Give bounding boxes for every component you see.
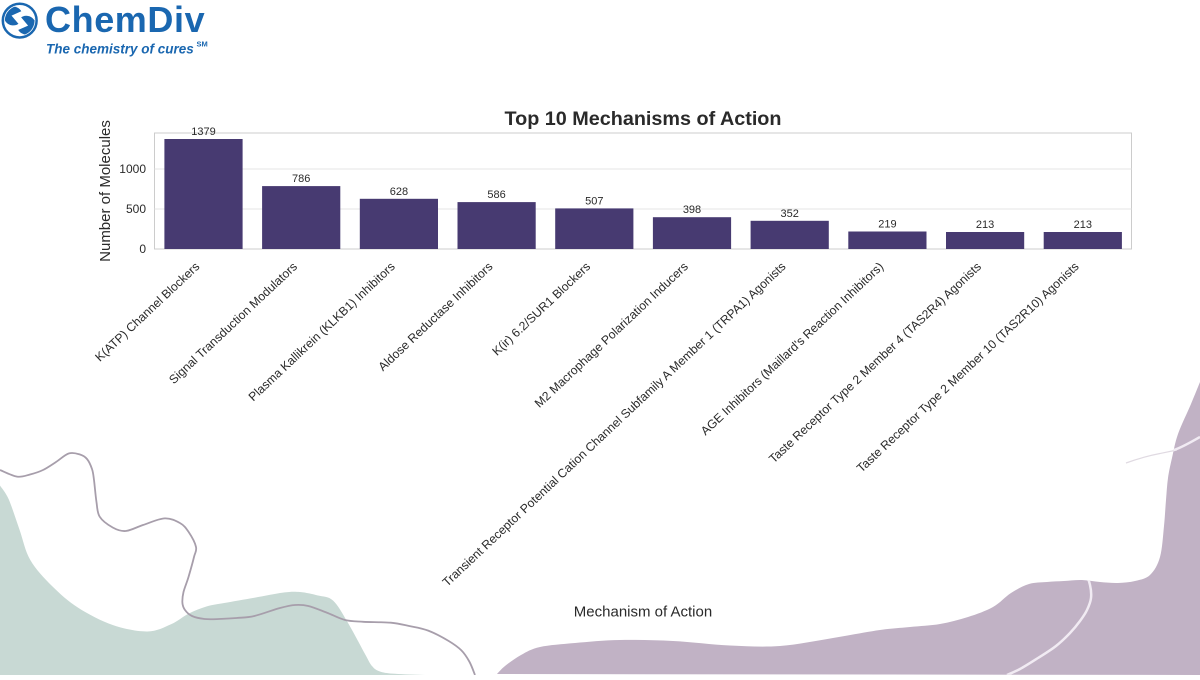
svg-text:Aldose Reductase Inhibitors: Aldose Reductase Inhibitors: [375, 259, 495, 373]
svg-text:786: 786: [292, 173, 310, 185]
svg-text:0: 0: [139, 242, 146, 256]
svg-text:Number of Molecules: Number of Molecules: [97, 120, 114, 262]
svg-text:398: 398: [683, 204, 701, 216]
svg-text:Mechanism of Action: Mechanism of Action: [574, 604, 712, 621]
svg-text:352: 352: [781, 208, 799, 220]
svg-text:M2 Macrophage Polarization Ind: M2 Macrophage Polarization Inducers: [532, 259, 691, 410]
svg-text:213: 213: [976, 219, 994, 231]
svg-text:213: 213: [1074, 219, 1092, 231]
svg-text:AGE Inhibitors (Maillard's Rea: AGE Inhibitors (Maillard's Reaction Inhi…: [698, 259, 886, 438]
svg-text:K(ir) 6.2/SUR1 Blockers: K(ir) 6.2/SUR1 Blockers: [489, 259, 593, 358]
svg-text:ChemDiv: ChemDiv: [45, 0, 205, 40]
svg-text:SM: SM: [197, 40, 208, 49]
svg-text:Taste Receptor Type 2 Member 4: Taste Receptor Type 2 Member 4 (TAS2R4) …: [766, 259, 984, 465]
svg-text:628: 628: [390, 186, 408, 198]
svg-text:1000: 1000: [119, 162, 146, 176]
svg-text:500: 500: [126, 202, 146, 216]
svg-text:586: 586: [487, 189, 505, 201]
svg-text:Taste Receptor Type 2 Member 1: Taste Receptor Type 2 Member 10 (TAS2R10…: [854, 259, 1082, 475]
svg-text:1379: 1379: [191, 126, 215, 138]
svg-text:K(ATP) Channel Blockers: K(ATP) Channel Blockers: [92, 259, 202, 364]
svg-text:219: 219: [878, 219, 896, 231]
svg-text:507: 507: [585, 195, 603, 207]
svg-text:The chemistry of cures: The chemistry of cures: [46, 41, 194, 56]
svg-text:Top 10 Mechanisms of Action: Top 10 Mechanisms of Action: [505, 108, 782, 130]
svg-text:Transient Receptor Potential C: Transient Receptor Potential Cation Chan…: [440, 259, 789, 589]
